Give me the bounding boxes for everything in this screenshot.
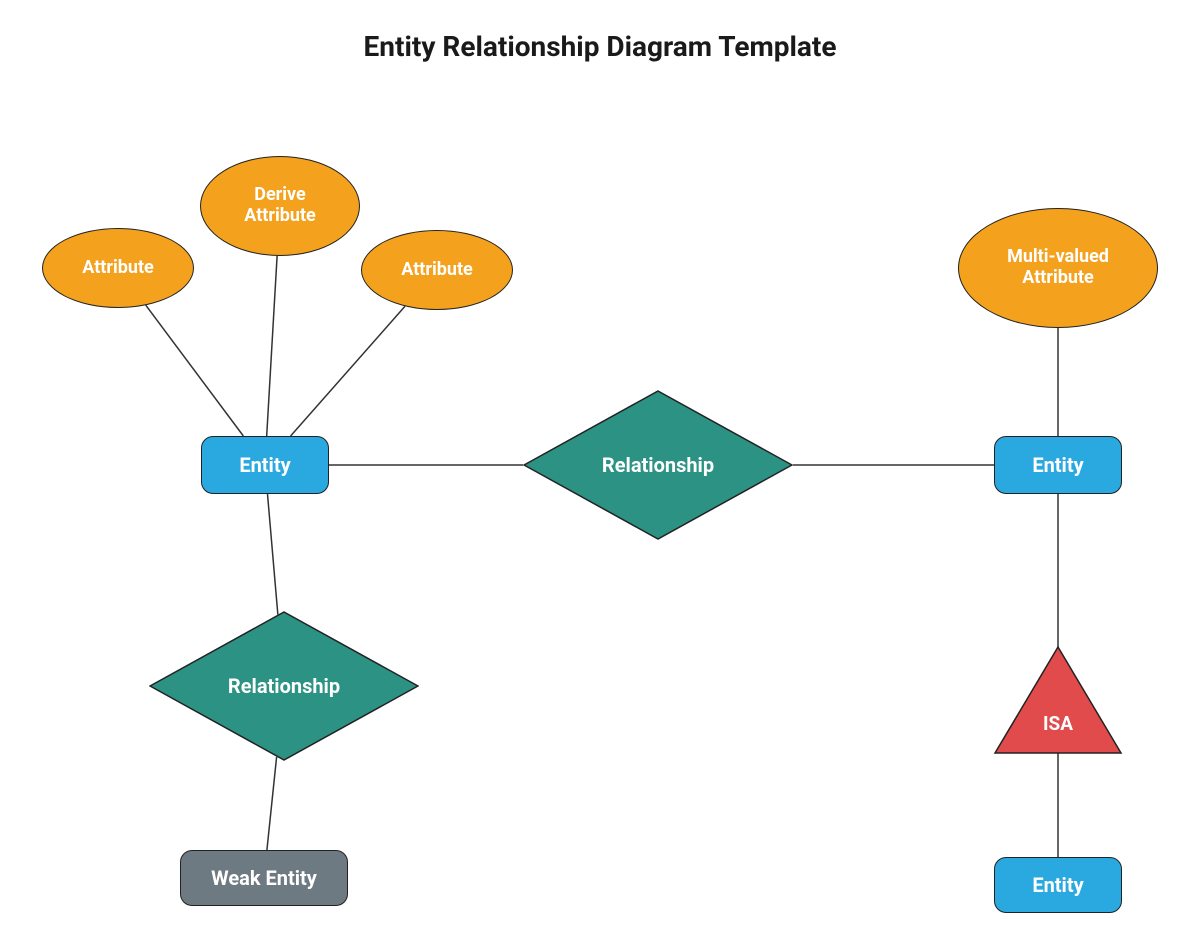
node-rel2: Relationship bbox=[149, 611, 419, 761]
node-rel1: Relationship bbox=[523, 390, 793, 540]
node-weakEntity: Weak Entity bbox=[180, 850, 348, 906]
node-isa: ISA bbox=[993, 645, 1123, 755]
node-label-attrDerive: Derive Attribute bbox=[236, 181, 324, 230]
node-attr1: Attribute bbox=[42, 228, 194, 308]
node-label-attr2: Attribute bbox=[393, 256, 481, 285]
edge-attr2-entity1 bbox=[291, 306, 405, 436]
node-label-attr1: Attribute bbox=[74, 254, 162, 283]
node-entity3: Entity bbox=[994, 857, 1122, 913]
edge-attr1-entity1 bbox=[146, 305, 244, 436]
node-label-entity3: Entity bbox=[1024, 870, 1091, 901]
node-label-isa: ISA bbox=[993, 712, 1123, 735]
node-label-weakEntity: Weak Entity bbox=[203, 863, 325, 894]
edge-attrDerive-entity1 bbox=[267, 256, 277, 436]
node-attr2: Attribute bbox=[361, 230, 513, 310]
node-entity2: Entity bbox=[994, 436, 1122, 494]
node-entity1: Entity bbox=[201, 436, 329, 494]
node-label-entity2: Entity bbox=[1024, 450, 1091, 481]
edge-entity1-rel2 bbox=[267, 494, 277, 614]
node-label-multiAttr: Multi-valued Attribute bbox=[999, 243, 1117, 292]
node-multiAttr: Multi-valued Attribute bbox=[958, 208, 1158, 328]
diagram-title: Entity Relationship Diagram Template bbox=[0, 30, 1200, 63]
edge-rel2-weakEntity bbox=[267, 757, 277, 850]
er-diagram-stage: Entity Relationship Diagram Template Att… bbox=[0, 0, 1200, 933]
node-attrDerive: Derive Attribute bbox=[200, 156, 360, 256]
node-label-entity1: Entity bbox=[231, 450, 298, 481]
